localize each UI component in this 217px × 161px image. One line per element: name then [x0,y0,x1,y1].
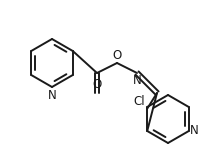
Text: N: N [190,124,199,137]
Text: N: N [48,89,56,101]
Text: Cl: Cl [133,95,145,108]
Text: O: O [92,78,102,91]
Text: O: O [112,49,122,62]
Text: N: N [133,74,141,87]
